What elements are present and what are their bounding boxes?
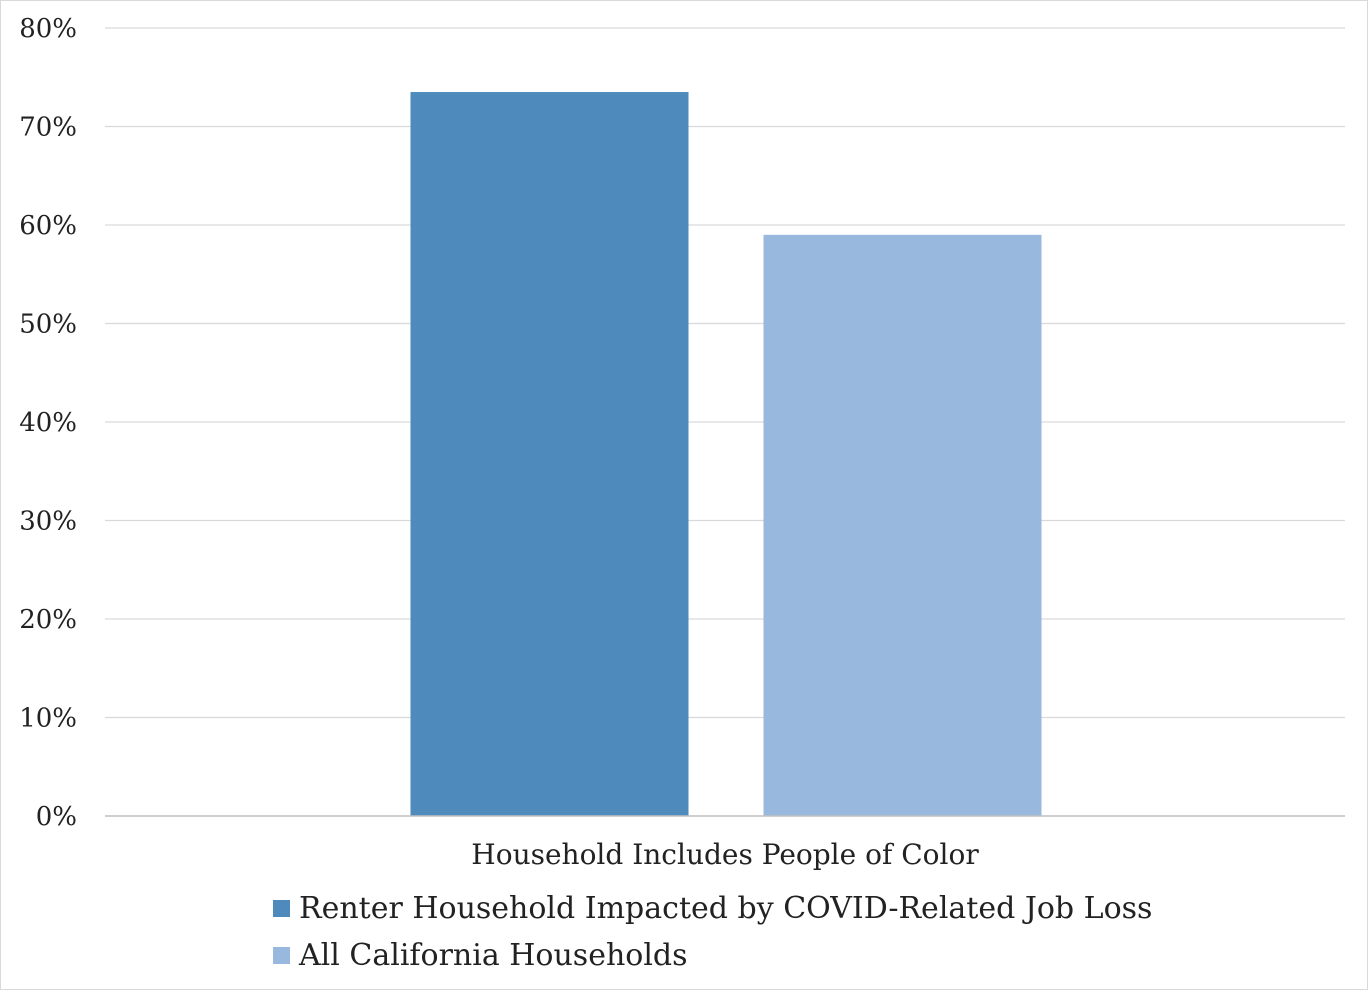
y-tick-label: 40% [19, 408, 77, 438]
bar-series-2 [763, 234, 1042, 817]
legend-item: All California Households [273, 932, 1152, 979]
legend-label-series-1: Renter Household Impacted by COVID-Relat… [299, 891, 1153, 926]
legend-swatch-series-1 [273, 900, 290, 917]
bars [410, 92, 1042, 817]
legend-swatch-series-2 [273, 947, 290, 964]
legend: Renter Household Impacted by COVID-Relat… [273, 885, 1152, 979]
y-tick-label: 30% [19, 507, 77, 537]
category-labels: Household Includes People of Color [471, 838, 979, 871]
bar-series-1 [410, 92, 689, 816]
y-tick-label: 70% [19, 113, 77, 143]
y-tick-label: 10% [19, 704, 77, 734]
y-tick-label: 50% [19, 310, 77, 340]
y-tick-label: 20% [19, 605, 77, 635]
y-tick-label: 80% [19, 14, 77, 44]
y-tick-label: 60% [19, 211, 77, 241]
y-tick-label: 0% [36, 802, 77, 832]
category-label: Household Includes People of Color [471, 838, 979, 871]
gridlines [105, 27, 1345, 719]
y-axis-tick-labels: 0% 10% 20% 30% 40% 50% 60% 70% 80% [19, 14, 77, 832]
legend-item: Renter Household Impacted by COVID-Relat… [273, 885, 1152, 932]
bar-chart: 0% 10% 20% 30% 40% 50% 60% 70% 80% Household Inc… [19, 14, 1345, 871]
legend-label-series-2: All California Households [299, 938, 688, 973]
